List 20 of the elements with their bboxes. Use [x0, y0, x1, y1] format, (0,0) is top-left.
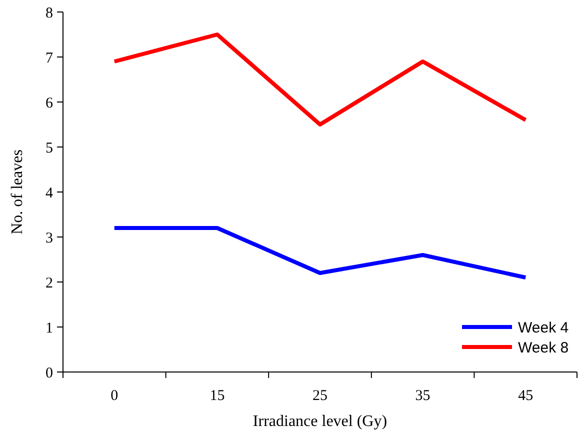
x-tick-label: 35 [415, 388, 430, 404]
y-tick-label: 5 [46, 140, 53, 156]
y-tick-label: 0 [46, 365, 53, 382]
x-tick-label: 45 [518, 388, 534, 404]
x-tick-label: 25 [312, 388, 328, 404]
legend-label: Week 4 [518, 319, 569, 336]
line-series [112, 226, 528, 280]
y-tick-label: 8 [46, 5, 53, 22]
y-tick-label: 4 [46, 185, 54, 202]
x-tick-label: 0 [110, 388, 118, 404]
legend-label: Week 8 [518, 339, 569, 356]
y-tick-label: 1 [46, 320, 53, 336]
y-tick-label: 3 [46, 230, 53, 246]
y-tick-label: 2 [46, 275, 53, 292]
y-tick-label: 6 [46, 95, 54, 112]
x-axis-title: Irradiance level (Gy) [252, 413, 388, 430]
y-axis-title: No. of leaves [9, 150, 26, 234]
x-tick-label: 15 [210, 388, 225, 404]
y-tick-label: 7 [46, 50, 54, 66]
line-series [112, 32, 528, 126]
